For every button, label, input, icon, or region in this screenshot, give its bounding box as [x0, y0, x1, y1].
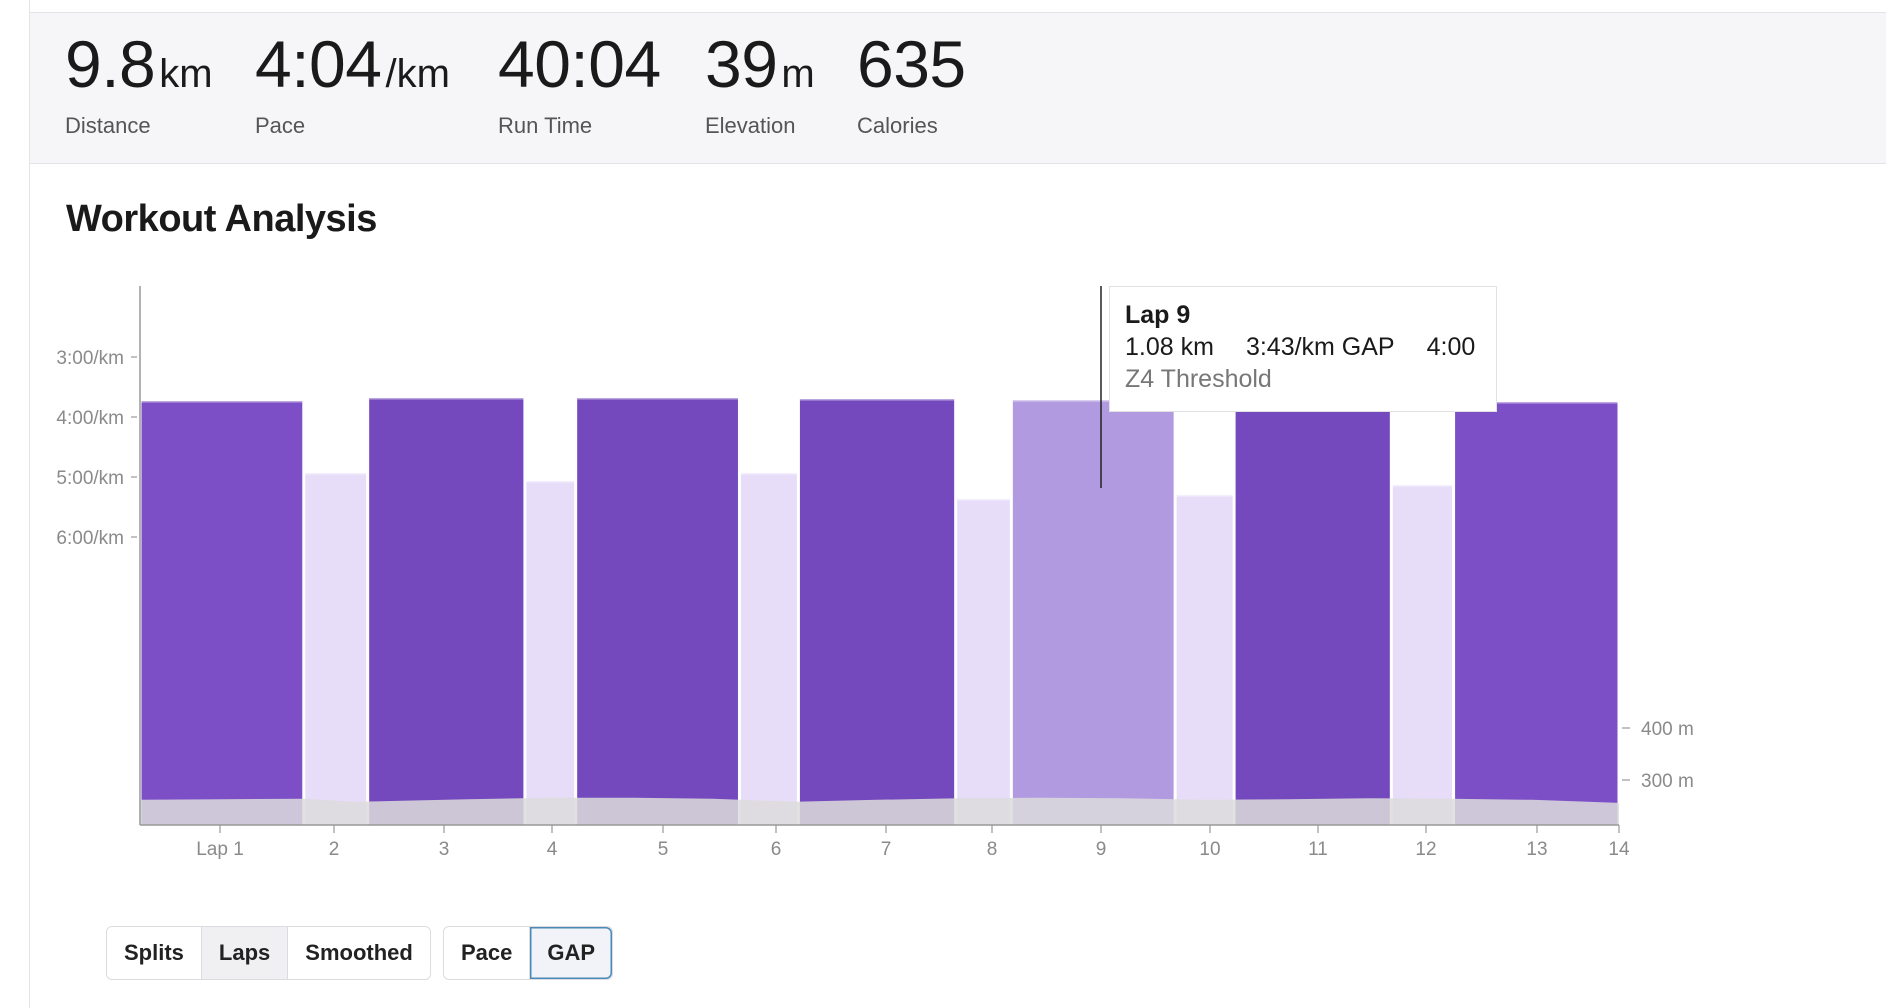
y-tick-label: 6:00/km [56, 528, 124, 549]
stat-label: Calories [857, 113, 938, 138]
lap-bar[interactable] [799, 399, 955, 825]
stat-value: 40:04 [498, 27, 661, 101]
x-tick-label: Lap 1 [196, 839, 244, 860]
lap-bar[interactable] [369, 398, 524, 825]
elevation-tick-label: 300 m [1641, 771, 1694, 792]
x-tick-label: 8 [987, 839, 998, 860]
x-tick-label: 14 [1608, 839, 1630, 860]
x-tick-label: 3 [439, 839, 450, 860]
stat-elevation: 39 m Elevation [705, 31, 815, 139]
stat-value: 39 [705, 27, 778, 101]
lap-bar[interactable] [305, 473, 367, 825]
stat-unit: km [159, 52, 213, 96]
tooltip-time: 4:00 [1426, 333, 1476, 361]
stat-distance: 9.8 km Distance [65, 31, 213, 139]
y-tick-label: 4:00/km [56, 408, 124, 429]
stat-label: Elevation [705, 113, 796, 138]
tooltip-metrics: 1.08 km 3:43/km GAP 4:00 [1125, 333, 1496, 365]
laps-button[interactable]: Laps [201, 927, 289, 979]
lap-bar[interactable] [577, 398, 738, 825]
y-tick-label: 5:00/km [56, 468, 124, 489]
stat-unit: m [781, 52, 815, 96]
smoothed-button[interactable]: Smoothed [288, 927, 430, 979]
x-tick-label: 7 [881, 839, 892, 860]
lap-bar[interactable] [141, 401, 303, 825]
stat-value: 635 [857, 27, 966, 101]
tooltip-zone: Z4 Threshold [1125, 365, 1272, 393]
stat-pace: 4:04/km Pace [255, 31, 450, 139]
stat-value: 9.8 [65, 27, 156, 101]
x-tick-label: 6 [771, 839, 782, 860]
pace-button[interactable]: Pace [444, 927, 531, 979]
lap-bar[interactable] [526, 481, 575, 825]
tooltip-pace: 3:43/km GAP [1245, 333, 1395, 361]
gap-button[interactable]: GAP [530, 927, 613, 979]
tooltip-distance: 1.08 km [1125, 333, 1214, 361]
x-tick-label: 13 [1526, 839, 1547, 860]
x-tick-label: 2 [329, 839, 340, 860]
left-border [29, 0, 30, 1008]
tooltip-title: Lap 9 [1125, 301, 1191, 329]
lap-bar[interactable] [1455, 402, 1618, 825]
elevation-tick-label: 400 m [1641, 719, 1694, 740]
stat-run-time: 40:04 Run Time [498, 31, 665, 139]
splits-button[interactable]: Splits [107, 927, 202, 979]
elevation-area [140, 797, 1619, 825]
stat-calories: 635 Calories [857, 31, 970, 139]
lap-bar[interactable] [740, 473, 797, 825]
x-tick-label: 5 [658, 839, 669, 860]
stat-label: Distance [65, 113, 151, 138]
lap-bar[interactable] [1176, 495, 1233, 825]
section-title: Workout Analysis [66, 198, 377, 240]
stat-label: Run Time [498, 113, 593, 138]
x-tick-label: 11 [1308, 839, 1328, 860]
x-tick-label: 12 [1415, 839, 1436, 860]
x-tick-label: 10 [1199, 839, 1220, 860]
lap-bar[interactable] [1235, 402, 1390, 825]
x-tick-label: 4 [547, 839, 558, 860]
workout-chart: 3:00/km 4:00/km 5:00/km 6:00/km 400 m 300 m La… [56, 286, 1694, 860]
lap-bar[interactable] [1392, 485, 1453, 825]
stat-unit: /km [385, 52, 450, 96]
metric-toggle-group: Pace GAP [443, 926, 614, 980]
lap-bar[interactable] [1012, 400, 1174, 825]
lap-bar[interactable] [957, 499, 1010, 825]
stats-bar: 9.8 km Distance 4:04/km Pace 40:04 Run Ti… [30, 12, 1886, 164]
stat-value: 4:04 [255, 27, 382, 101]
x-tick-label: 9 [1096, 839, 1107, 860]
y-tick-label: 3:00/km [56, 348, 124, 369]
stat-label: Pace [255, 113, 306, 138]
view-toggle-group: Splits Laps Smoothed [106, 926, 431, 980]
lap-tooltip: Lap 9 1.08 km 3:43/km GAP 4:00 Z4 Thresh… [1109, 286, 1497, 412]
